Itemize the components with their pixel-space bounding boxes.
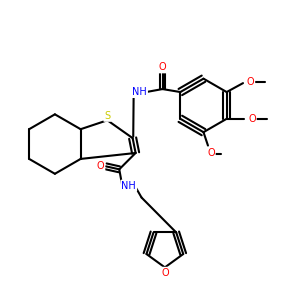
Text: NH: NH [132,87,147,97]
Text: NH: NH [122,181,136,191]
Text: O: O [161,268,169,278]
Text: O: O [97,161,104,171]
Text: O: O [247,76,254,87]
Text: S: S [104,111,110,121]
Text: O: O [207,148,215,158]
Text: O: O [248,114,256,124]
Text: O: O [159,62,166,72]
